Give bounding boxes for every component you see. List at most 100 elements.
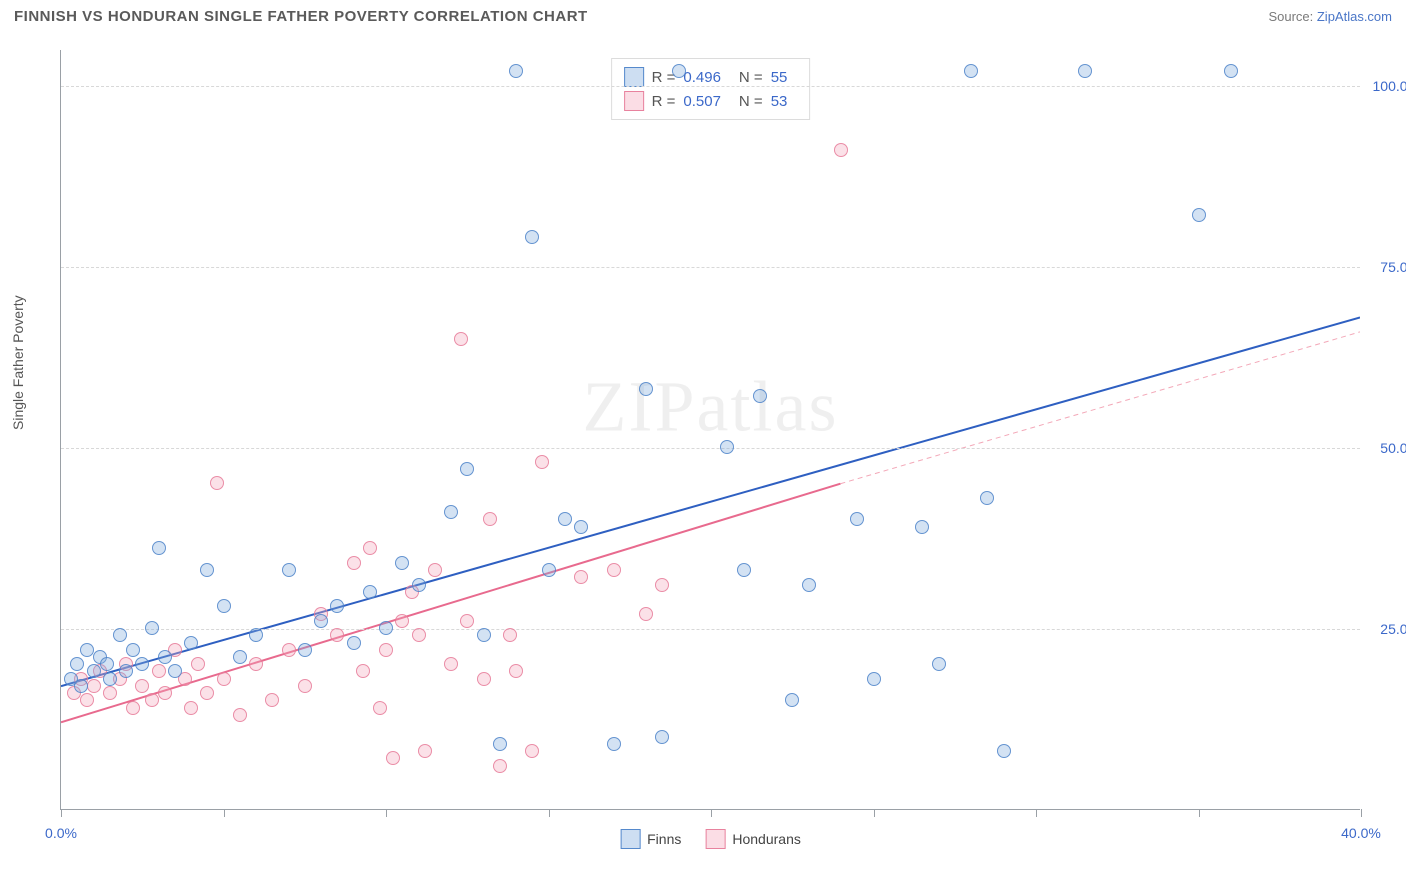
- scatter-point-hondurans: [210, 476, 224, 490]
- trendline: [840, 332, 1360, 484]
- scatter-point-hondurans: [386, 751, 400, 765]
- scatter-point-finns: [785, 693, 799, 707]
- scatter-point-hondurans: [363, 541, 377, 555]
- scatter-point-finns: [802, 578, 816, 592]
- scatter-point-hondurans: [126, 701, 140, 715]
- y-tick-label: 25.0%: [1365, 621, 1406, 637]
- scatter-point-hondurans: [330, 628, 344, 642]
- n-label: N =: [739, 69, 763, 86]
- x-tick: [1361, 809, 1362, 817]
- trendline: [61, 484, 840, 723]
- source-link[interactable]: ZipAtlas.com: [1317, 9, 1392, 24]
- scatter-point-hondurans: [347, 556, 361, 570]
- scatter-point-hondurans: [834, 143, 848, 157]
- scatter-point-finns: [1224, 64, 1238, 78]
- scatter-point-hondurans: [265, 693, 279, 707]
- scatter-point-finns: [298, 643, 312, 657]
- scatter-point-finns: [444, 505, 458, 519]
- scatter-point-finns: [867, 672, 881, 686]
- scatter-point-finns: [126, 643, 140, 657]
- n-value: 53: [771, 93, 788, 110]
- scatter-point-finns: [1192, 208, 1206, 222]
- scatter-point-finns: [460, 462, 474, 476]
- scatter-point-hondurans: [477, 672, 491, 686]
- legend-swatch: [624, 91, 644, 111]
- x-tick: [711, 809, 712, 817]
- series-legend-item: Hondurans: [705, 829, 801, 849]
- gridline-h: [61, 86, 1360, 87]
- scatter-point-hondurans: [418, 744, 432, 758]
- x-tick-label: 40.0%: [1341, 825, 1381, 841]
- scatter-point-finns: [330, 599, 344, 613]
- gridline-h: [61, 448, 1360, 449]
- x-tick: [1036, 809, 1037, 817]
- scatter-point-hondurans: [460, 614, 474, 628]
- scatter-point-finns: [915, 520, 929, 534]
- scatter-point-finns: [1078, 64, 1092, 78]
- scatter-point-finns: [395, 556, 409, 570]
- scatter-point-hondurans: [444, 657, 458, 671]
- scatter-point-hondurans: [503, 628, 517, 642]
- x-tick-label: 0.0%: [45, 825, 77, 841]
- scatter-point-hondurans: [395, 614, 409, 628]
- scatter-point-finns: [119, 664, 133, 678]
- scatter-point-finns: [314, 614, 328, 628]
- scatter-point-hondurans: [454, 332, 468, 346]
- scatter-point-finns: [233, 650, 247, 664]
- scatter-point-hondurans: [412, 628, 426, 642]
- scatter-point-finns: [74, 679, 88, 693]
- scatter-point-hondurans: [379, 643, 393, 657]
- watermark: ZIPatlas: [583, 365, 839, 448]
- scatter-point-finns: [639, 382, 653, 396]
- plot-area: ZIPatlas R = 0.496N = 55R = 0.507N = 53 …: [60, 50, 1360, 810]
- y-axis-label: Single Father Poverty: [10, 295, 26, 430]
- scatter-point-hondurans: [200, 686, 214, 700]
- scatter-point-hondurans: [483, 512, 497, 526]
- scatter-point-finns: [113, 628, 127, 642]
- scatter-point-hondurans: [233, 708, 247, 722]
- series-legend-item: Finns: [620, 829, 681, 849]
- chart-title: FINNISH VS HONDURAN SINGLE FATHER POVERT…: [14, 8, 588, 25]
- scatter-point-hondurans: [525, 744, 539, 758]
- scatter-point-finns: [184, 636, 198, 650]
- scatter-point-hondurans: [184, 701, 198, 715]
- scatter-point-hondurans: [249, 657, 263, 671]
- scatter-point-finns: [558, 512, 572, 526]
- scatter-point-finns: [493, 737, 507, 751]
- scatter-point-hondurans: [217, 672, 231, 686]
- scatter-point-hondurans: [373, 701, 387, 715]
- scatter-point-hondurans: [87, 679, 101, 693]
- scatter-point-finns: [379, 621, 393, 635]
- scatter-point-finns: [249, 628, 263, 642]
- x-tick: [874, 809, 875, 817]
- scatter-point-finns: [525, 230, 539, 244]
- scatter-point-finns: [168, 664, 182, 678]
- n-label: N =: [739, 93, 763, 110]
- correlation-legend-row: R = 0.507N = 53: [624, 89, 798, 113]
- scatter-point-finns: [720, 440, 734, 454]
- scatter-point-finns: [87, 664, 101, 678]
- scatter-point-finns: [932, 657, 946, 671]
- gridline-h: [61, 267, 1360, 268]
- source-attribution: Source: ZipAtlas.com: [1268, 9, 1392, 24]
- scatter-point-hondurans: [607, 563, 621, 577]
- scatter-point-hondurans: [639, 607, 653, 621]
- scatter-point-finns: [347, 636, 361, 650]
- trendlines-layer: [61, 50, 1360, 809]
- scatter-point-finns: [412, 578, 426, 592]
- scatter-point-finns: [850, 512, 864, 526]
- scatter-point-hondurans: [80, 693, 94, 707]
- series-legend: Finns Hondurans: [620, 829, 801, 849]
- n-value: 55: [771, 69, 788, 86]
- legend-swatch: [620, 829, 640, 849]
- scatter-point-finns: [100, 657, 114, 671]
- scatter-point-finns: [997, 744, 1011, 758]
- scatter-point-finns: [655, 730, 669, 744]
- r-value: 0.507: [683, 93, 721, 110]
- scatter-point-hondurans: [428, 563, 442, 577]
- scatter-point-hondurans: [158, 686, 172, 700]
- scatter-point-finns: [672, 64, 686, 78]
- scatter-point-finns: [753, 389, 767, 403]
- scatter-point-hondurans: [535, 455, 549, 469]
- y-tick-label: 50.0%: [1365, 440, 1406, 456]
